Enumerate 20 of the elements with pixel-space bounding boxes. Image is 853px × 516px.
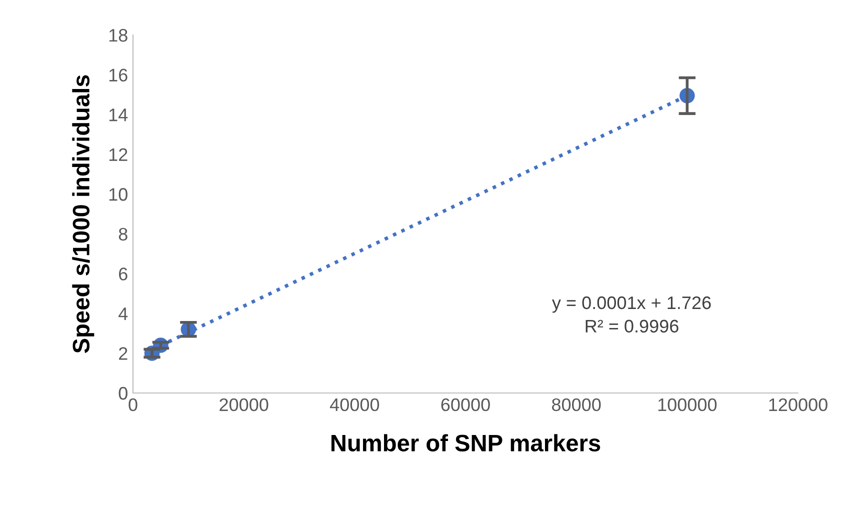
x-tick-label: 0 — [128, 398, 138, 412]
y-tick-label: 16 — [109, 68, 128, 82]
x-tick-label: 60000 — [441, 398, 490, 412]
y-tick-label: 18 — [109, 28, 128, 42]
y-tick-label: 12 — [109, 148, 128, 161]
x-tick-label: 80000 — [552, 398, 601, 412]
x-axis-title: Number of SNP markers — [331, 434, 600, 452]
y-tick-label: 10 — [109, 188, 128, 201]
y-tick-label: 14 — [109, 108, 128, 122]
y-tick-label: 4 — [118, 308, 128, 320]
y-tick-label: 0 — [118, 386, 128, 400]
annotation: y = 0.0001x + 1.726 R² = 0.9996 — [552, 296, 711, 333]
x-tick-label: 100000 — [658, 398, 717, 412]
y-tick-label: 2 — [119, 347, 128, 360]
x-tick-label: 40000 — [330, 398, 380, 412]
x-tick-label: 120000 — [769, 398, 828, 412]
y-axis-title: Speed s/1000 individuals — [72, 75, 94, 354]
y-tick-label: 6 — [119, 268, 128, 280]
x-tick-label: 20000 — [220, 398, 268, 412]
y-tick-label: 8 — [118, 228, 128, 241]
